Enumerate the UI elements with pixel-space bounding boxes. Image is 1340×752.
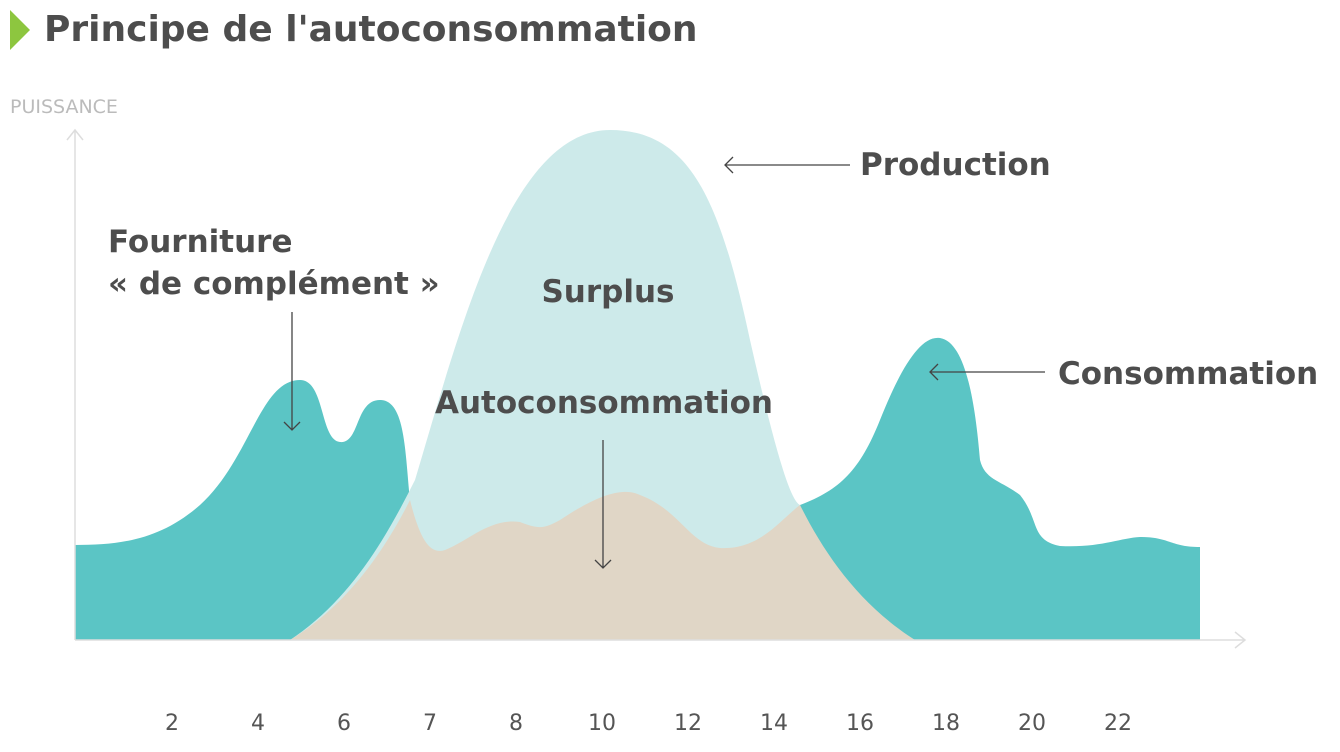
x-tick-label: 20 <box>1018 711 1046 736</box>
production-arrow <box>724 156 850 174</box>
fourniture-label-1: Fourniture <box>108 224 292 260</box>
y-axis-label: PUISSANCE <box>10 96 118 118</box>
x-tick-label: 14 <box>760 711 788 736</box>
x-axis <box>75 631 1247 649</box>
consommation-label: Consommation <box>1058 356 1318 392</box>
surplus-label: Surplus <box>541 274 674 310</box>
title-marker <box>10 10 30 50</box>
x-tick-label: 7 <box>423 711 437 736</box>
production-label: Production <box>860 147 1051 183</box>
x-tick-label: 6 <box>337 711 351 736</box>
x-tick-label: 16 <box>846 711 874 736</box>
title: Principe de l'autoconsommation <box>44 9 698 50</box>
autoconsommation-label: Autoconsommation <box>435 385 773 421</box>
x-tick-labels: 2 4 6 7 8 10 12 14 16 18 20 22 <box>165 711 1132 736</box>
fourniture-label-2: « de complément » <box>108 266 440 302</box>
consommation-area <box>75 337 1200 640</box>
y-axis <box>66 128 84 640</box>
x-tick-label: 22 <box>1104 711 1132 736</box>
x-tick-label: 10 <box>588 711 616 736</box>
consommation-arrow <box>929 363 1045 381</box>
production-area <box>290 130 915 640</box>
x-tick-label: 12 <box>674 711 702 736</box>
x-tick-label: 8 <box>509 711 523 736</box>
autoconsommation-arrow <box>594 440 612 569</box>
x-tick-label: 18 <box>932 711 960 736</box>
fourniture-arrow <box>283 312 301 431</box>
x-tick-label: 4 <box>251 711 265 736</box>
x-tick-label: 2 <box>165 711 179 736</box>
